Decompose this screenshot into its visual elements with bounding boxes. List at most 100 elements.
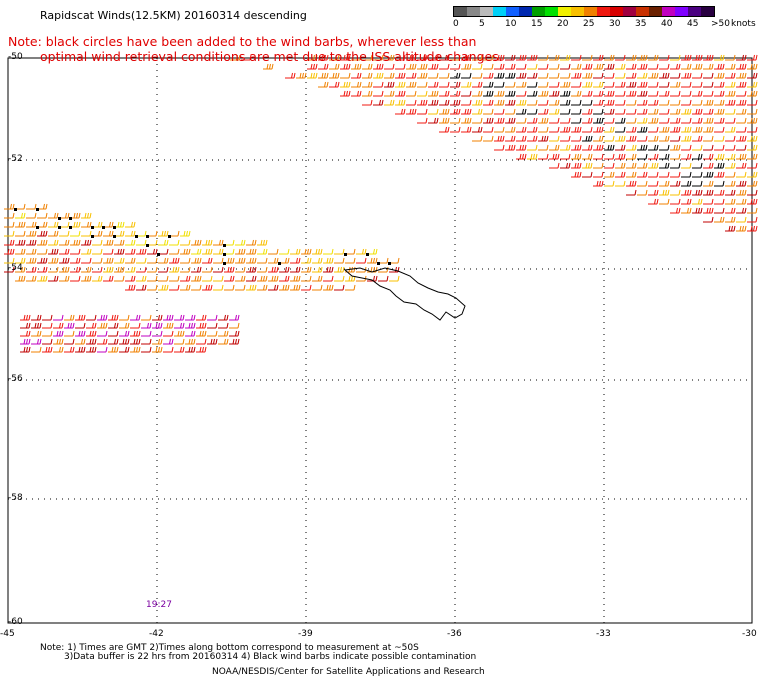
wind-barb: [323, 257, 334, 264]
wind-barb: [351, 63, 362, 70]
wind-barb: [163, 330, 174, 337]
lat-lon-grid: [8, 58, 752, 623]
wind-barb: [213, 257, 224, 264]
wind-barb: [714, 207, 725, 214]
wind-barb: [637, 162, 648, 169]
wind-barb: [725, 207, 736, 214]
wind-barb: [26, 203, 37, 210]
wind-barb: [246, 284, 257, 291]
wind-barb: [257, 248, 268, 255]
wind-barb: [703, 153, 714, 160]
wind-barb: [4, 257, 15, 264]
wind-barb: [648, 135, 659, 142]
wind-barb: [75, 346, 86, 353]
wind-barb: [637, 90, 648, 97]
wind-barb: [747, 153, 758, 160]
wind-barb: [125, 257, 136, 264]
wind-barb: [406, 99, 417, 106]
wind-barb: [714, 108, 725, 115]
wind-barb: [439, 81, 450, 88]
wind-barb: [147, 284, 158, 291]
legend-swatch: [454, 7, 467, 16]
wind-barb: [125, 221, 136, 228]
wind-barb: [31, 330, 42, 337]
wind-barb: [329, 54, 340, 61]
wind-barb: [246, 257, 257, 264]
wind-barb: [26, 230, 37, 237]
wind-barb: [356, 248, 367, 255]
wind-barb: [714, 216, 725, 223]
wind-barb: [615, 153, 626, 160]
wind-barb: [130, 338, 141, 345]
wind-barb: [218, 330, 229, 337]
wind-barb: [516, 90, 527, 97]
wind-barb: [246, 239, 257, 246]
wind-barb: [158, 239, 169, 246]
wind-barb: [75, 322, 86, 329]
wind-barb: [549, 72, 560, 79]
wind-barb: [334, 257, 345, 264]
wind-barb: [571, 63, 582, 70]
wind-barb: [26, 275, 37, 282]
wind-barb: [53, 330, 64, 337]
wind-barb: [670, 72, 681, 79]
wind-barb: [681, 54, 692, 61]
wind-barb: [229, 330, 240, 337]
longitude-label: -42: [149, 629, 164, 639]
wind-barb: [560, 63, 571, 70]
wind-barb: [114, 221, 125, 228]
wind-barb: [81, 275, 92, 282]
wind-barb: [174, 322, 185, 329]
wind-barb: [20, 338, 31, 345]
wind-barb: [747, 117, 758, 124]
wind-barb: [604, 90, 615, 97]
wind-barb: [736, 90, 747, 97]
wind-barb: [136, 257, 147, 264]
wind-barb: [406, 108, 417, 115]
wind-barb: [736, 216, 747, 223]
wind-barb: [648, 180, 659, 187]
wind-barb: [450, 117, 461, 124]
wind-barb: [747, 180, 758, 187]
wind-barb: [604, 54, 615, 61]
wind-barb: [235, 275, 246, 282]
wind-barb: [472, 108, 483, 115]
wind-barb: [136, 266, 147, 273]
pass-time-label: 19:27: [146, 600, 172, 610]
wind-barb: [527, 135, 538, 142]
wind-barb: [692, 189, 703, 196]
legend-swatch: [467, 7, 480, 16]
wind-barb: [725, 99, 736, 106]
wind-barb: [86, 314, 97, 321]
wind-barb: [351, 54, 362, 61]
wind-barb: [703, 63, 714, 70]
wind-barb: [395, 54, 406, 61]
wind-barb: [571, 81, 582, 88]
wind-barb: [747, 144, 758, 151]
wind-barb: [395, 72, 406, 79]
wind-barb: [626, 72, 637, 79]
wind-barb: [483, 63, 494, 70]
contamination-dot: [223, 244, 226, 247]
wind-barb: [450, 81, 461, 88]
contamination-dot: [91, 226, 94, 229]
legend-tick-label: 30: [609, 19, 621, 29]
wind-barb: [703, 54, 714, 61]
wind-barb: [312, 266, 323, 273]
wind-barb: [180, 248, 191, 255]
wind-barb: [681, 81, 692, 88]
wind-barb: [224, 284, 235, 291]
contamination-dot: [91, 235, 94, 238]
wind-barb: [670, 171, 681, 178]
wind-barb: [681, 162, 692, 169]
wind-barb: [516, 63, 527, 70]
wind-barb: [191, 248, 202, 255]
wind-barb: [119, 330, 130, 337]
wind-barb: [174, 314, 185, 321]
wind-barb: [373, 54, 384, 61]
wind-barb: [279, 275, 290, 282]
wind-barb: [301, 275, 312, 282]
wind-barb: [483, 90, 494, 97]
wind-barb: [670, 54, 681, 61]
wind-barb: [494, 126, 505, 133]
